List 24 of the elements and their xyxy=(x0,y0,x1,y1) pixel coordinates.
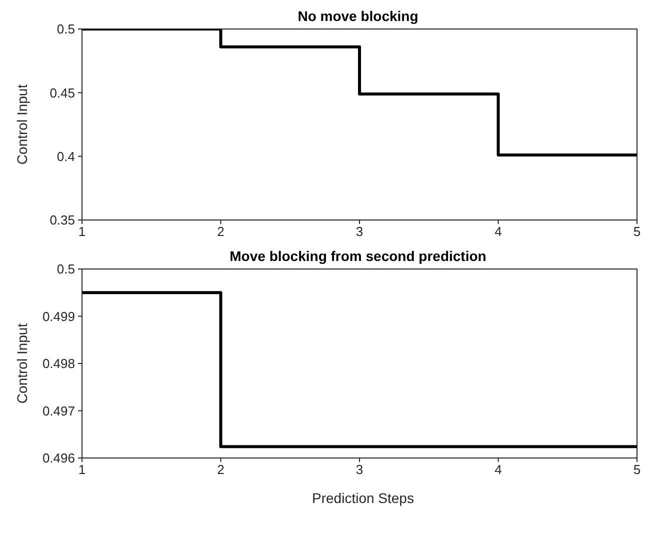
y-axis-title: Control Input xyxy=(14,84,30,165)
x-tick-label: 4 xyxy=(494,462,502,478)
y-tick-label: 0.499 xyxy=(42,308,75,324)
x-tick-label: 4 xyxy=(494,224,502,240)
x-tick-label: 1 xyxy=(78,224,86,240)
y-tick-label: 0.498 xyxy=(42,356,75,372)
x-tick-label: 1 xyxy=(78,462,86,478)
x-tick-label: 5 xyxy=(633,462,641,478)
chart-title: No move blocking xyxy=(296,8,420,24)
x-tick-label: 2 xyxy=(217,462,224,478)
y-tick-label: 0.496 xyxy=(42,450,75,466)
y-axis-title: Control Input xyxy=(14,323,30,404)
y-tick-label: 0.5 xyxy=(56,262,75,277)
y-tick-label: 0.4 xyxy=(56,148,75,164)
x-tick-label: 3 xyxy=(356,224,364,240)
x-tick-label: 5 xyxy=(633,224,641,240)
y-tick-label: 0.45 xyxy=(50,85,75,100)
chart-title: Move blocking from second prediction xyxy=(228,248,488,264)
y-tick-label: 0.5 xyxy=(56,22,75,37)
y-tick-label: 0.35 xyxy=(50,212,75,228)
x-tick-label: 2 xyxy=(217,224,224,240)
y-tick-label: 0.497 xyxy=(42,403,75,418)
x-tick-label: 3 xyxy=(356,462,364,478)
x-axis-title: Prediction Steps xyxy=(311,490,415,506)
